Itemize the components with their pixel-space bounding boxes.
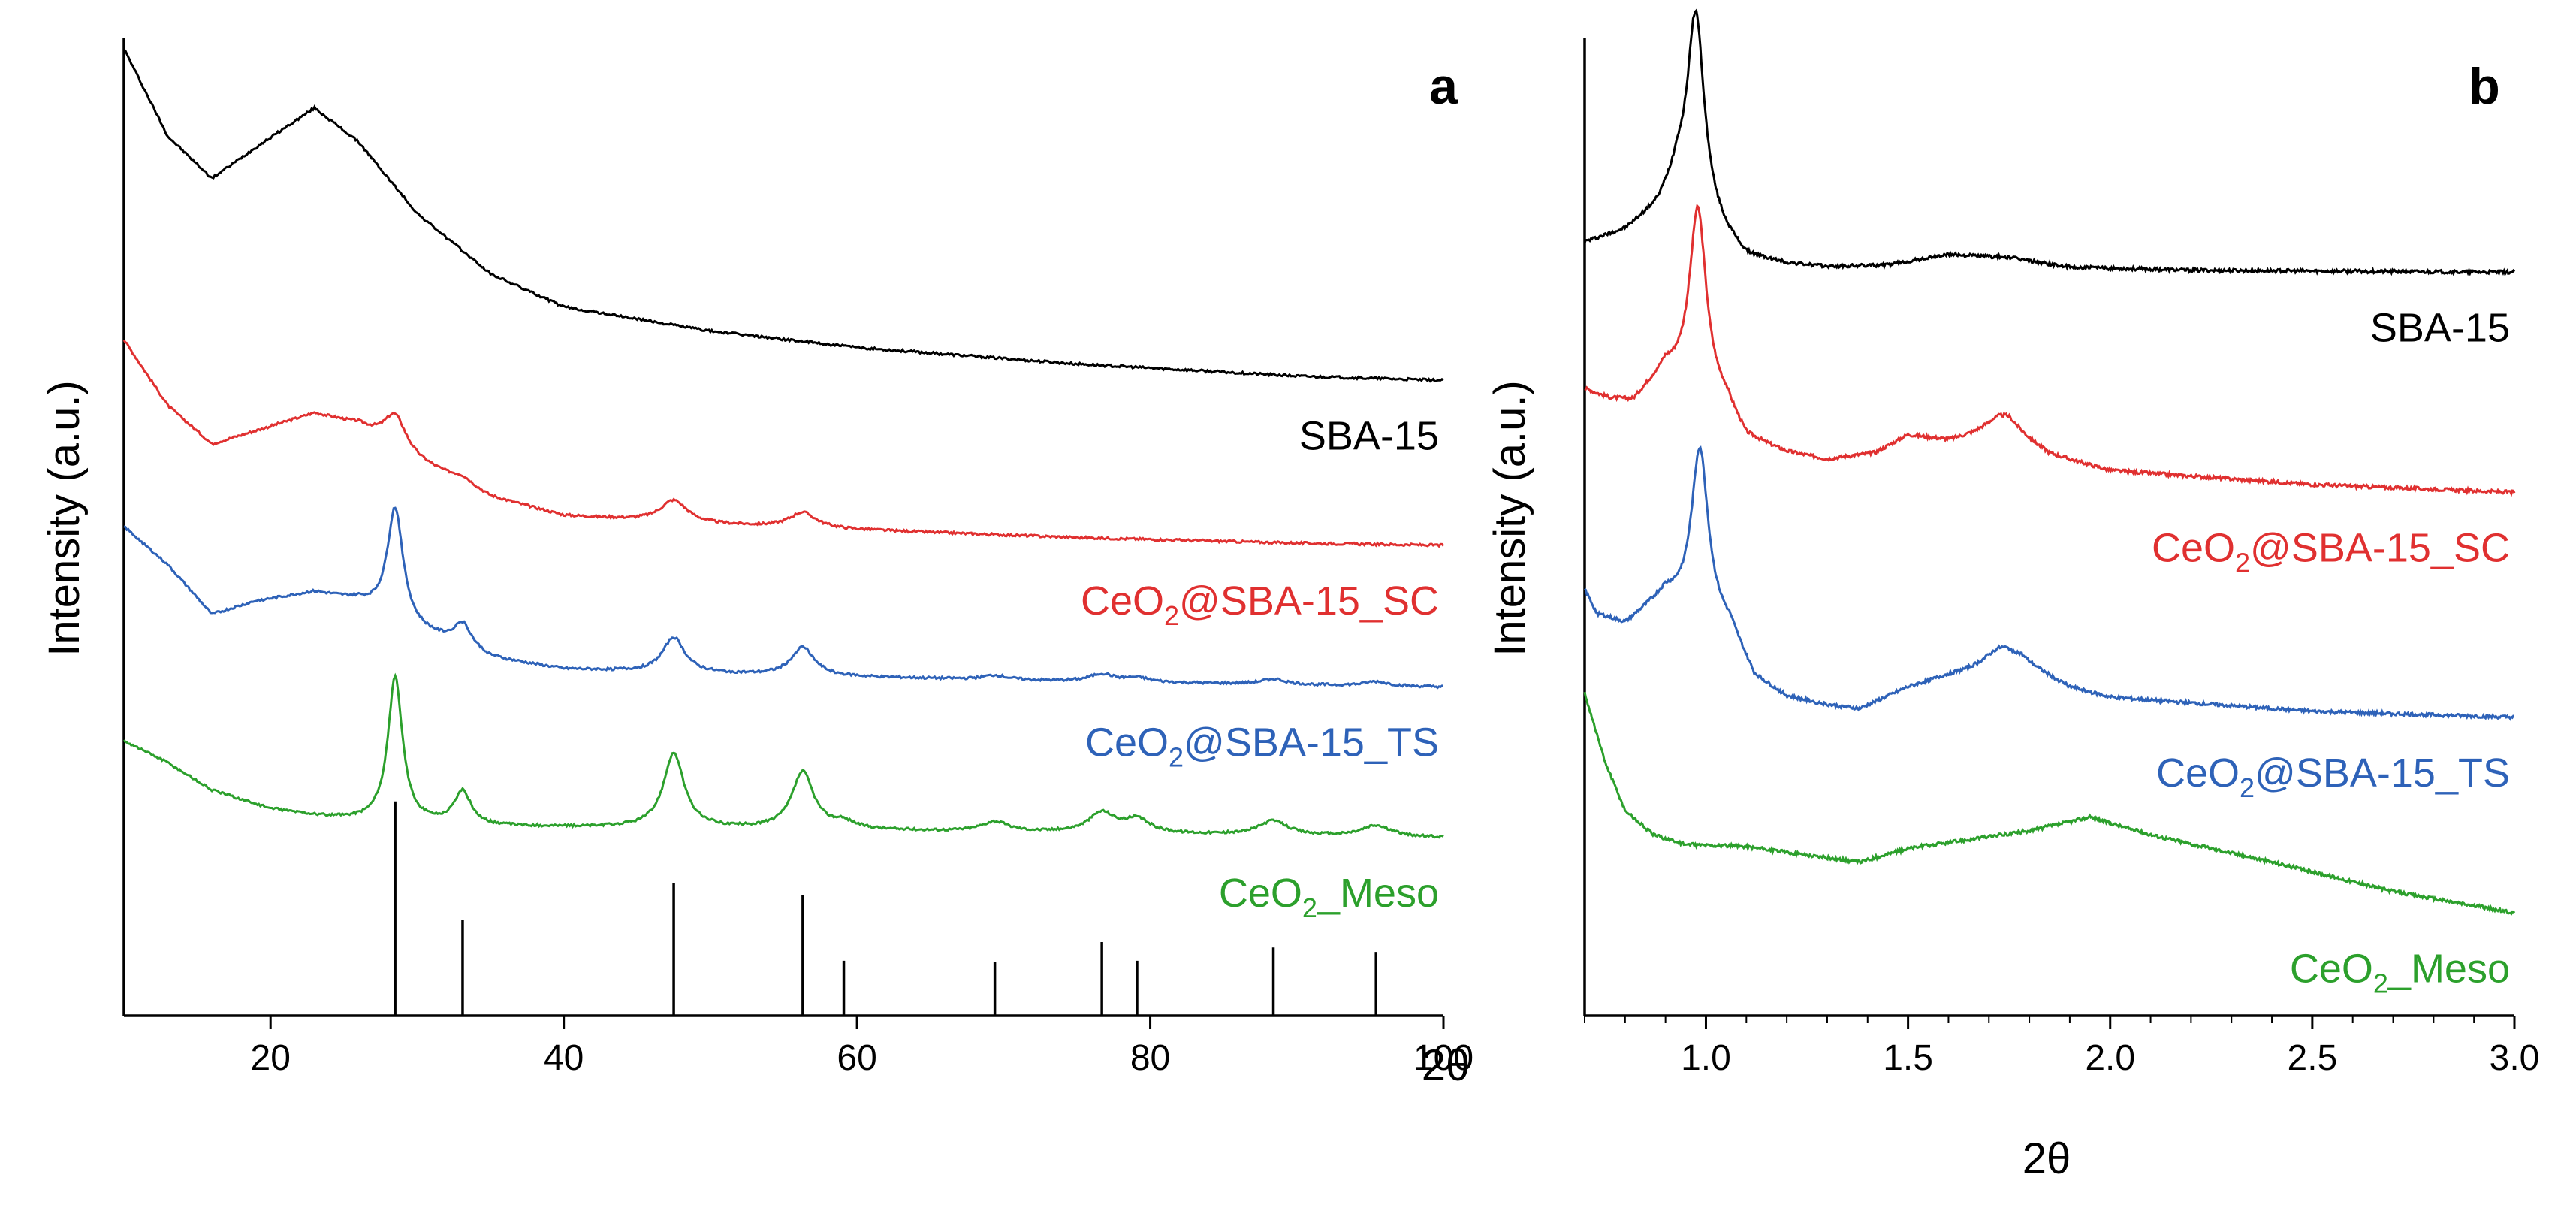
series-line — [1584, 204, 2516, 497]
panel-a-chart: 20 40 60 80 100 SBA-15 CeO2@SBA-15_SC CeO2@SBA… — [40, 38, 1474, 1090]
series-line — [1583, 445, 2514, 721]
panel-b-chart: 1.0 1.5 2.0 2.5 3.0 SBA-15 CeO2@SBA-15_SC CeO2… — [1486, 8, 2540, 1183]
x-tick-label: 2.0 — [2085, 1038, 2135, 1078]
series-label: SBA-15 — [1299, 413, 1439, 458]
panel-a-y-axis-label: Intensity (a.u.) — [40, 380, 89, 656]
series-label: CeO2_Meso — [2290, 946, 2510, 998]
series-label: CeO2@SBA-15_TS — [1085, 720, 1439, 773]
series-line — [122, 672, 1444, 839]
x-tick-label: 3.0 — [2490, 1038, 2540, 1078]
series-label: CeO2_Meso — [1219, 871, 1439, 923]
series-label: CeO2@SBA-15_TS — [2156, 750, 2510, 803]
x-tick-label: 100 — [1413, 1038, 1474, 1078]
series-line — [122, 339, 1445, 548]
panel-b-letter: b — [2469, 58, 2500, 115]
series-label: CeO2@SBA-15_SC — [2152, 525, 2510, 578]
x-tick-label: 40 — [544, 1038, 584, 1078]
x-tick-label: 2.5 — [2288, 1038, 2338, 1078]
x-tick-label: 80 — [1130, 1038, 1170, 1078]
series-line — [1583, 691, 2516, 916]
x-tick-label: 60 — [837, 1038, 876, 1078]
series-label: CeO2@SBA-15_SC — [1081, 578, 1439, 631]
x-tick-label: 1.0 — [1681, 1038, 1731, 1078]
series-label: SBA-15 — [2370, 305, 2510, 350]
series-line — [123, 506, 1443, 690]
series-line — [123, 48, 1444, 383]
x-tick-label: 20 — [251, 1038, 291, 1078]
x-tick-label: 1.5 — [1883, 1038, 1933, 1078]
panel-b-x-axis-label: 2θ — [2022, 1134, 2071, 1183]
panel-a-x-axis-label: 2θ — [1422, 1041, 1470, 1090]
series-line — [1583, 8, 2516, 277]
panel-a-letter: a — [1429, 58, 1458, 115]
panel-b-y-axis-label: Intensity (a.u.) — [1486, 380, 1534, 656]
